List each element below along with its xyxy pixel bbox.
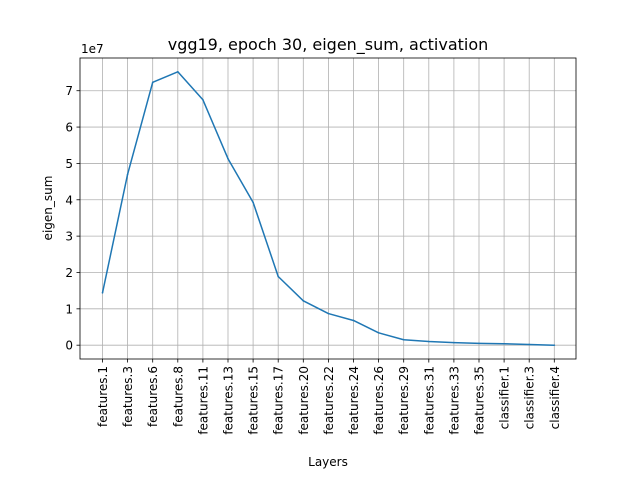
y-tick-label: 4 bbox=[65, 193, 73, 207]
data-point bbox=[428, 340, 430, 343]
x-axis: features.1 features.3 features.6 features.8… bbox=[96, 359, 562, 435]
x-tick-label: features.1 bbox=[96, 366, 110, 427]
x-tick-label: features.13 bbox=[222, 366, 236, 435]
grid bbox=[80, 58, 576, 359]
data-point bbox=[528, 343, 530, 346]
x-tick-label: features.33 bbox=[447, 366, 461, 435]
data-point bbox=[302, 300, 305, 302]
y-multiplier-label: 1e7 bbox=[81, 42, 104, 56]
chart-title: vgg19, epoch 30, eigen_sum, activation bbox=[168, 35, 489, 55]
data-point bbox=[151, 81, 154, 84]
y-tick-label: 0 bbox=[65, 339, 73, 353]
data-point bbox=[377, 332, 380, 334]
data-point bbox=[553, 344, 556, 346]
data-point bbox=[453, 341, 455, 344]
x-tick-label: features.6 bbox=[146, 366, 160, 427]
data-point bbox=[101, 292, 104, 294]
x-tick-label: classifier.4 bbox=[548, 366, 562, 429]
x-tick-label: classifier.1 bbox=[498, 366, 512, 429]
x-tick-label: features.22 bbox=[322, 366, 336, 435]
y-tick-label: 6 bbox=[65, 121, 73, 135]
data-point bbox=[352, 319, 355, 322]
x-tick-label: features.15 bbox=[247, 366, 261, 435]
y-axis-title: eigen_sum bbox=[41, 176, 55, 241]
data-point bbox=[177, 71, 179, 73]
data-point bbox=[503, 342, 505, 345]
x-tick-label: classifier.3 bbox=[523, 366, 537, 429]
data-point bbox=[252, 201, 254, 204]
data-point bbox=[402, 338, 405, 341]
x-tick-label: features.29 bbox=[397, 366, 411, 435]
series-group bbox=[101, 71, 556, 346]
x-tick-label: features.11 bbox=[196, 366, 210, 435]
y-tick-label: 2 bbox=[65, 266, 73, 280]
y-axis: 0 1 2 3 4 5 6 7 bbox=[65, 84, 80, 353]
x-tick-label: features.3 bbox=[121, 366, 135, 427]
x-tick-label: features.26 bbox=[372, 366, 386, 435]
data-point bbox=[478, 342, 480, 345]
y-tick-label: 7 bbox=[65, 84, 73, 98]
x-tick-label: features.20 bbox=[297, 366, 311, 435]
y-tick-label: 1 bbox=[65, 302, 73, 316]
x-tick-label: features.24 bbox=[347, 366, 361, 435]
data-point bbox=[227, 157, 229, 160]
x-axis-title: Layers bbox=[308, 455, 348, 469]
x-tick-label: features.8 bbox=[171, 366, 185, 427]
data-point bbox=[327, 312, 330, 315]
y-tick-label: 3 bbox=[65, 230, 73, 244]
data-point bbox=[277, 275, 280, 278]
x-tick-label: features.31 bbox=[422, 366, 436, 435]
x-tick-label: features.17 bbox=[272, 366, 286, 435]
data-point bbox=[202, 99, 204, 101]
data-point bbox=[126, 173, 129, 176]
x-tick-label: features.35 bbox=[473, 366, 487, 435]
y-tick-label: 5 bbox=[65, 157, 73, 171]
